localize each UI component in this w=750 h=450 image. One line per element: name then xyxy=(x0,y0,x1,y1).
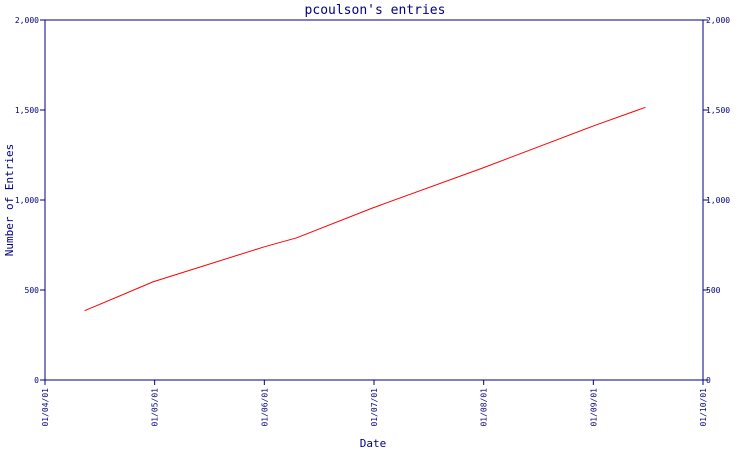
x-axis-label: Date xyxy=(360,437,387,450)
series-group xyxy=(84,106,646,312)
y-tick-label-right: 0 xyxy=(706,376,711,385)
y-tick-label-right: 2,000 xyxy=(706,16,730,25)
y-tick-label-left: 1,500 xyxy=(15,106,39,115)
y-tick-label-left: 2,000 xyxy=(15,16,39,25)
y-axis-right: 0 500 1,000 1,500 2,000 xyxy=(703,16,730,385)
x-tick-label: 01/06/01 xyxy=(260,388,269,427)
y-tick-label-left: 500 xyxy=(25,286,40,295)
x-tick-label: 01/10/01 xyxy=(699,388,708,427)
y-tick-label-right: 1,500 xyxy=(706,106,730,115)
series-line xyxy=(84,106,646,312)
x-tick-label: 01/04/01 xyxy=(41,388,50,427)
y-tick-label-right: 1,000 xyxy=(706,196,730,205)
x-tick-label: 01/09/01 xyxy=(589,388,598,427)
x-tick-label: 01/05/01 xyxy=(151,388,160,427)
y-axis-label: Number of Entries xyxy=(3,144,16,257)
y-tick-label-left: 0 xyxy=(34,376,39,385)
x-axis: 01/04/01 01/05/01 01/06/01 01/07/01 01/08/01… xyxy=(41,380,708,427)
x-tick-label: 01/07/01 xyxy=(370,388,379,427)
x-tick-label: 01/08/01 xyxy=(480,388,489,427)
plot-frame xyxy=(44,19,704,381)
y-tick-label-right: 500 xyxy=(706,286,721,295)
chart-title: pcoulson's entries xyxy=(305,3,446,18)
y-axis-left: 0 500 1,000 1,500 2,000 xyxy=(15,16,45,385)
y-tick-label-left: 1,000 xyxy=(15,196,39,205)
